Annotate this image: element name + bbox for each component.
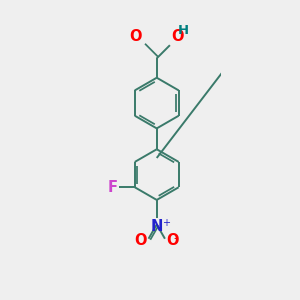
Text: O: O (167, 233, 179, 248)
Text: O: O (171, 29, 184, 44)
Text: N: N (151, 219, 163, 234)
Text: H: H (178, 24, 189, 37)
Text: -: - (173, 232, 178, 245)
Text: +: + (162, 218, 170, 228)
Text: O: O (134, 233, 147, 248)
Text: F: F (107, 180, 117, 195)
Text: O: O (129, 29, 141, 44)
